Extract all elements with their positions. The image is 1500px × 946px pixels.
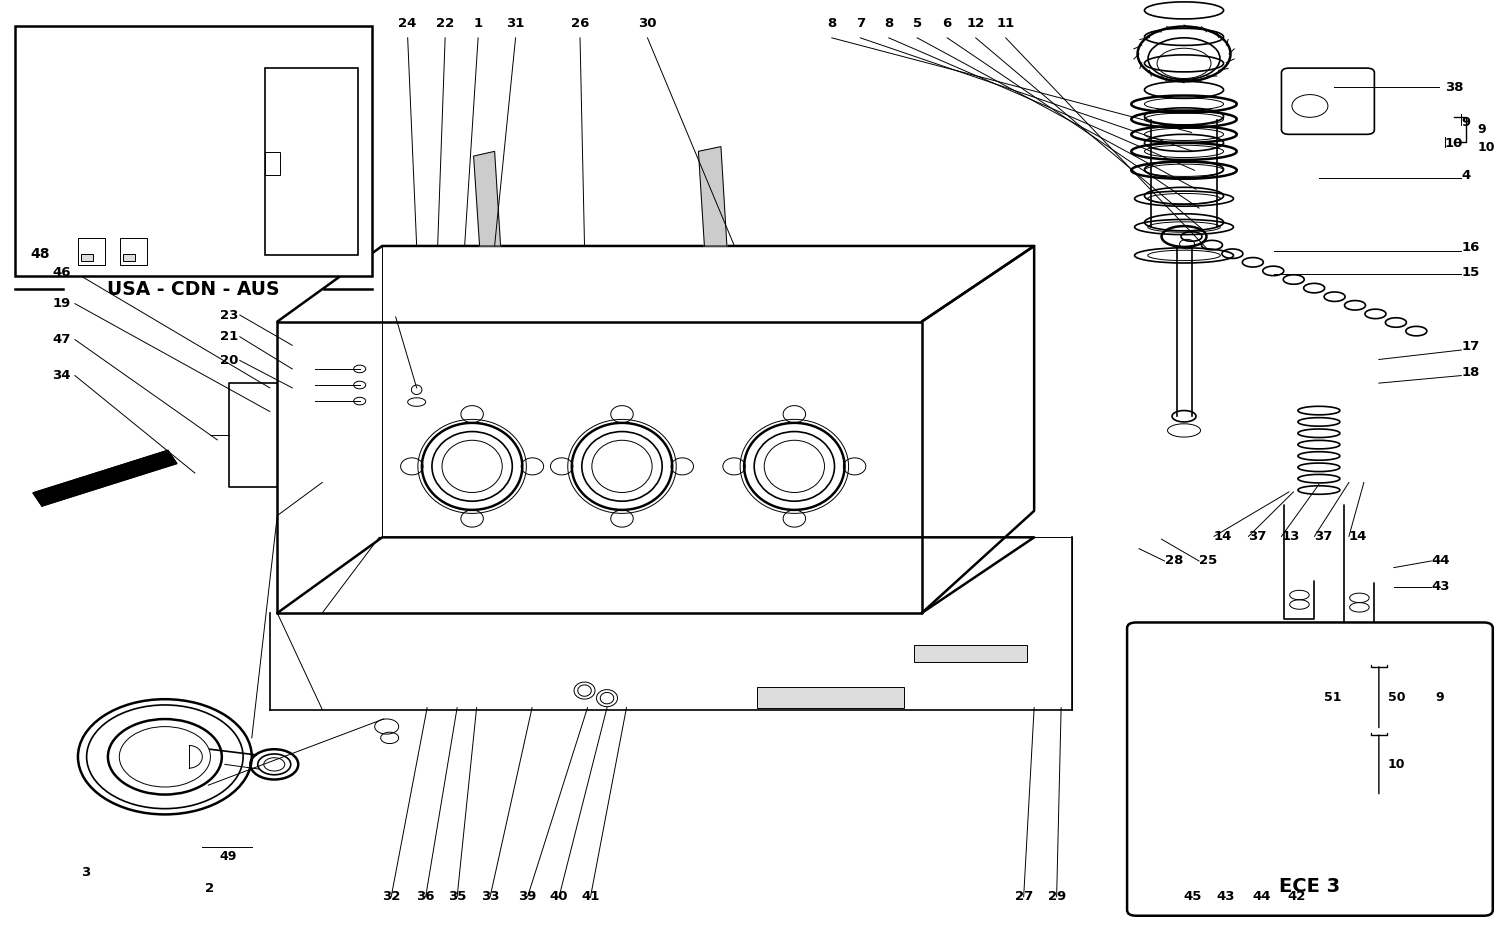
Text: 29: 29 [1047,890,1066,903]
Text: 51: 51 [1324,691,1341,704]
Text: 38: 38 [1444,80,1464,94]
Bar [123,254,135,261]
Text: 14: 14 [1214,530,1233,543]
Bar [266,152,280,175]
Text: 31: 31 [507,17,525,30]
Bar [758,687,904,708]
Text: 50: 50 [1388,691,1406,704]
Text: 49: 49 [219,850,237,863]
Text: 9: 9 [1478,123,1486,136]
Text: 42: 42 [1287,890,1305,903]
Text: 4: 4 [1461,168,1470,182]
Bar [320,251,350,260]
Text: 43: 43 [1216,890,1234,903]
Text: 11: 11 [996,17,1016,30]
Text: 48: 48 [30,247,50,260]
Text: 8: 8 [884,17,894,30]
Text: 23: 23 [220,308,238,322]
Text: ECE 3: ECE 3 [1280,877,1341,896]
Text: 16: 16 [1461,241,1479,254]
Text: 39: 39 [519,890,537,903]
Text: 25: 25 [1198,554,1218,568]
Text: 9: 9 [1436,691,1444,704]
Text: 27: 27 [1014,890,1034,903]
Text: 47: 47 [53,333,70,346]
Text: 41: 41 [582,890,600,903]
Bar [81,254,93,261]
Text: 7: 7 [855,17,865,30]
Text: 8: 8 [827,17,837,30]
Text: 40: 40 [550,890,568,903]
Text: 45: 45 [1184,890,1202,903]
Text: 10: 10 [1444,137,1462,150]
Text: 14: 14 [1348,530,1368,543]
Text: 37: 37 [1314,530,1334,543]
Text: 46: 46 [53,266,70,279]
Bar [120,238,147,265]
Text: 28: 28 [1164,554,1184,568]
Text: 2: 2 [206,882,214,895]
Bar [266,68,358,255]
FancyBboxPatch shape [1126,622,1492,916]
Text: 44: 44 [1252,890,1270,903]
Text: 9: 9 [1461,115,1470,129]
Bar [15,26,372,276]
Text: 30: 30 [638,17,657,30]
Bar [915,645,1026,662]
Polygon shape [474,151,501,246]
Text: 1: 1 [474,17,483,30]
Polygon shape [33,450,177,506]
Text: 15: 15 [1461,266,1479,279]
Text: 5: 5 [912,17,922,30]
Text: 12: 12 [966,17,986,30]
Text: 19: 19 [53,297,70,310]
Text: 44: 44 [1431,554,1450,568]
Text: 34: 34 [53,369,70,382]
Bar [78,238,105,265]
Text: 43: 43 [1431,580,1450,593]
Text: 26: 26 [572,17,590,30]
Polygon shape [699,147,728,246]
Text: 35: 35 [448,890,466,903]
Text: 24: 24 [399,17,417,30]
FancyBboxPatch shape [1281,68,1374,134]
Text: 32: 32 [382,890,400,903]
Text: 21: 21 [220,330,238,343]
Text: 6: 6 [942,17,952,30]
Text: 10: 10 [1388,758,1406,771]
Text: 13: 13 [1281,530,1300,543]
Text: 20: 20 [220,354,238,367]
Text: 22: 22 [436,17,454,30]
Text: 17: 17 [1461,340,1479,353]
Text: 37: 37 [1248,530,1268,543]
Text: 3: 3 [81,866,90,879]
Text: 10: 10 [1478,141,1496,154]
Text: 18: 18 [1461,366,1479,379]
Text: 36: 36 [417,890,435,903]
Text: 33: 33 [482,890,500,903]
Text: USA - CDN - AUS: USA - CDN - AUS [106,280,279,299]
